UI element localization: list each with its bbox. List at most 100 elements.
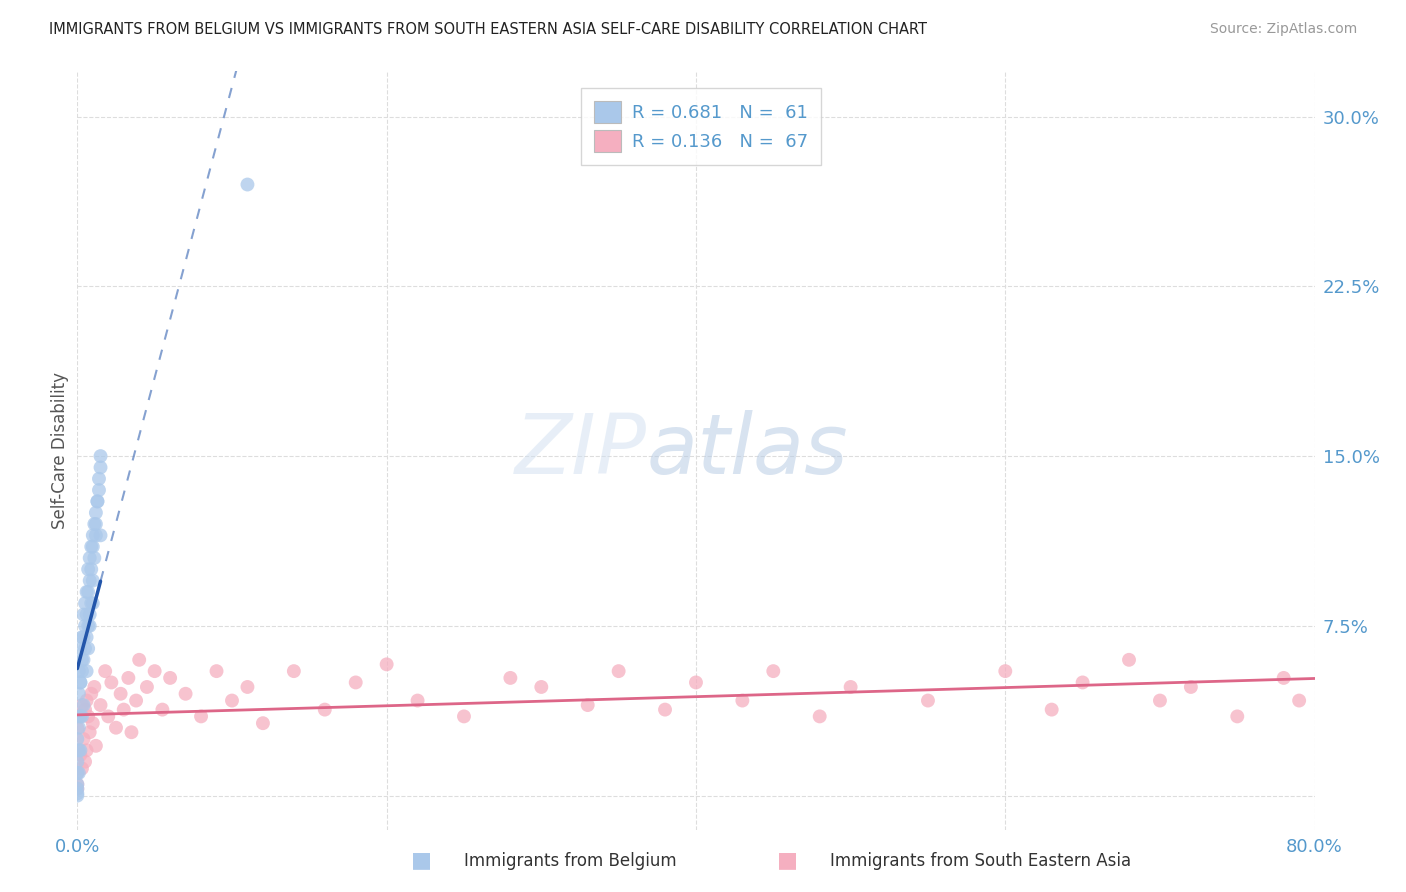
Point: [283, 664, 305, 678]
Point: [84, 506, 107, 520]
Point: [70, 664, 93, 678]
Point: [82, 596, 104, 610]
Point: [66, 766, 89, 780]
Point: [205, 664, 228, 678]
Point: [70, 630, 93, 644]
Point: [1288, 693, 1310, 707]
Point: [66, 781, 89, 796]
Point: [76, 664, 98, 678]
Point: [1040, 703, 1063, 717]
Point: [82, 574, 104, 588]
Point: [66, 777, 89, 791]
Point: [72, 653, 94, 667]
Point: [917, 693, 939, 707]
Point: [67, 766, 90, 780]
Point: [1226, 709, 1249, 723]
Point: [576, 698, 599, 712]
Point: [80, 562, 103, 576]
Point: [67, 664, 90, 678]
Point: [128, 653, 150, 667]
Point: [69, 709, 91, 723]
Point: [76, 607, 98, 622]
Point: [221, 693, 243, 707]
Point: [72, 732, 94, 747]
Point: [112, 703, 135, 717]
Point: [82, 528, 104, 542]
Point: [66, 789, 89, 803]
Point: [83, 680, 105, 694]
Point: [76, 693, 98, 707]
Point: [66, 777, 89, 791]
Point: [70, 761, 93, 775]
Point: [77, 641, 100, 656]
Point: [530, 680, 553, 694]
Point: [80, 540, 103, 554]
Point: [84, 528, 107, 542]
Point: [67, 687, 90, 701]
Point: [84, 739, 107, 753]
Point: [190, 709, 212, 723]
Point: [79, 551, 101, 566]
Point: [121, 725, 143, 739]
Point: [839, 680, 862, 694]
Point: [143, 664, 166, 678]
Point: [314, 703, 336, 717]
Point: [499, 671, 522, 685]
Point: [125, 693, 148, 707]
Point: [87, 483, 110, 497]
Point: [79, 619, 101, 633]
Point: [79, 574, 101, 588]
Point: [90, 698, 111, 712]
Point: [66, 786, 89, 800]
Point: [77, 585, 100, 599]
Point: [1071, 675, 1094, 690]
Point: [75, 641, 96, 656]
Point: [808, 709, 831, 723]
Point: [87, 472, 110, 486]
Point: [70, 653, 93, 667]
Point: [731, 693, 754, 707]
Point: [80, 687, 103, 701]
Text: atlas: atlas: [647, 410, 848, 491]
Point: [90, 460, 111, 475]
Point: [94, 664, 117, 678]
Text: Immigrants from South Eastern Asia: Immigrants from South Eastern Asia: [830, 852, 1130, 870]
Point: [69, 709, 91, 723]
Point: [77, 709, 100, 723]
Point: [79, 607, 101, 622]
Point: [90, 449, 111, 463]
Point: [76, 630, 98, 644]
Point: [66, 755, 89, 769]
Text: Immigrants from Belgium: Immigrants from Belgium: [464, 852, 676, 870]
Point: [67, 721, 90, 735]
Point: [86, 494, 108, 508]
Point: [97, 709, 120, 723]
Point: [66, 709, 89, 723]
Point: [72, 698, 94, 712]
Point: [84, 516, 107, 531]
Point: [76, 743, 98, 757]
Point: [375, 657, 398, 672]
Point: [80, 596, 103, 610]
Point: [67, 743, 90, 757]
Point: [66, 732, 89, 747]
Point: [82, 716, 104, 731]
Text: ■: ■: [412, 850, 432, 870]
Point: [152, 703, 174, 717]
Point: [994, 664, 1017, 678]
Point: [83, 516, 105, 531]
Y-axis label: Self-Care Disability: Self-Care Disability: [51, 372, 69, 529]
Point: [344, 675, 367, 690]
Point: [252, 716, 274, 731]
Point: [236, 178, 259, 192]
Point: [75, 703, 96, 717]
Point: [1149, 693, 1171, 707]
Point: [70, 698, 93, 712]
Point: [66, 721, 89, 735]
Point: [69, 675, 91, 690]
Point: [607, 664, 630, 678]
Point: [66, 766, 89, 780]
Text: IMMIGRANTS FROM BELGIUM VS IMMIGRANTS FROM SOUTH EASTERN ASIA SELF-CARE DISABILI: IMMIGRANTS FROM BELGIUM VS IMMIGRANTS FR…: [49, 22, 927, 37]
Point: [1272, 671, 1295, 685]
Point: [159, 671, 181, 685]
